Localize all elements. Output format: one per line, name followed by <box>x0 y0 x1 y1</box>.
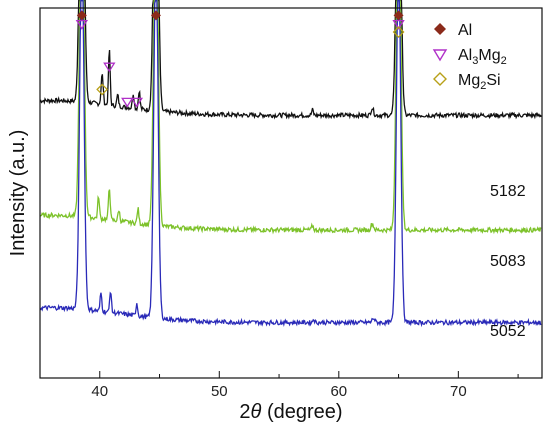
y-axis-label: Intensity (a.u.) <box>7 130 29 257</box>
series-line-5052 <box>39 0 542 328</box>
peak-marker-diamond-open-7 <box>96 83 109 96</box>
series-label-5182: 5182 <box>490 183 526 200</box>
x-tick-label-70: 70 <box>450 383 467 400</box>
legend: Al Al3Mg2 Mg2Si <box>432 22 507 92</box>
series-line-5083 <box>39 0 542 235</box>
plot-frame <box>39 7 543 379</box>
peak-marker-triangle-down-open-6 <box>103 62 116 73</box>
legend-marker-al <box>434 23 446 35</box>
peak-marker-diamond-filled-2 <box>150 10 161 21</box>
peak-marker-triangle-down-open-9 <box>130 97 143 108</box>
legend-label-mg2si: Mg2Si <box>458 72 501 92</box>
peak-marker-diamond-open-5 <box>392 26 405 38</box>
peak-marker-triangle-down-open-8 <box>121 97 134 108</box>
x-axis-label-suffix: (degree) <box>261 401 342 423</box>
legend-marker-mg2si <box>433 72 447 86</box>
legend-marker-al3mg2 <box>432 49 448 62</box>
series-label-5052: 5052 <box>490 323 526 340</box>
peak-marker-diamond-filled-3 <box>393 10 404 21</box>
x-tick-label-50: 50 <box>211 383 228 400</box>
series-label-5083: 5083 <box>490 253 526 270</box>
legend-label-al3mg2: Al3Mg2 <box>458 47 507 67</box>
x-axis-label-prefix: 2 <box>239 401 250 423</box>
x-tick-label-40: 40 <box>91 383 108 400</box>
peak-marker-triangle-down-open-1 <box>75 20 89 30</box>
peak-marker-triangle-down-open-4 <box>392 20 405 30</box>
x-tick-label-60: 60 <box>330 383 347 400</box>
legend-label-al: Al <box>458 22 472 39</box>
x-axis-label: 2θ (degree) <box>239 401 342 423</box>
series-line-5182 <box>39 0 542 120</box>
peak-marker-diamond-filled-0 <box>76 10 87 21</box>
x-axis-label-theta: θ <box>251 401 262 423</box>
